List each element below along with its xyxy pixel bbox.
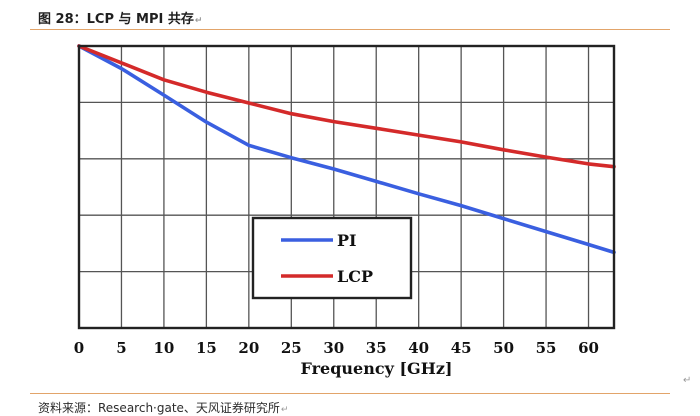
top-divider — [30, 29, 670, 30]
series-line-lcp — [77, 44, 616, 169]
source-note: 资料来源：Research·gate、天风证券研究所↵ — [38, 401, 289, 415]
x-tick-label: 60 — [578, 339, 599, 357]
legend-label-lcp: LCP — [337, 267, 373, 286]
x-tick-label: 25 — [281, 339, 302, 357]
x-tick-label: 30 — [323, 339, 344, 357]
legend-box — [251, 216, 413, 300]
x-tick-label: 40 — [408, 339, 429, 357]
x-tick-label: 45 — [451, 339, 472, 357]
x-tick-label: 15 — [196, 339, 217, 357]
x-tick-label: 10 — [153, 339, 174, 357]
x-tick-label: 5 — [116, 339, 126, 357]
figure-caption: 图 28：LCP 与 MPI 共存↵ — [38, 12, 203, 27]
plot-border — [77, 44, 616, 330]
return-mark-icon: ↵ — [280, 405, 289, 415]
series-line-pi — [77, 44, 616, 255]
x-tick-label: 20 — [238, 339, 259, 357]
x-axis-title: Frequency [GHz] — [301, 359, 453, 378]
bottom-divider — [30, 393, 670, 394]
x-tick-label: 55 — [536, 339, 557, 357]
return-mark-icon: ↵ — [683, 375, 692, 386]
x-tick-label: 35 — [366, 339, 387, 357]
line-chart: PI LCP 0 5 10 15 20 25 30 35 40 45 50 55 60 Frequency [… — [74, 44, 616, 378]
x-tick-label: 0 — [74, 339, 84, 357]
x-tick-label: 50 — [493, 339, 514, 357]
legend-label-pi: PI — [337, 231, 357, 250]
return-mark-icon: ↵ — [194, 16, 203, 26]
